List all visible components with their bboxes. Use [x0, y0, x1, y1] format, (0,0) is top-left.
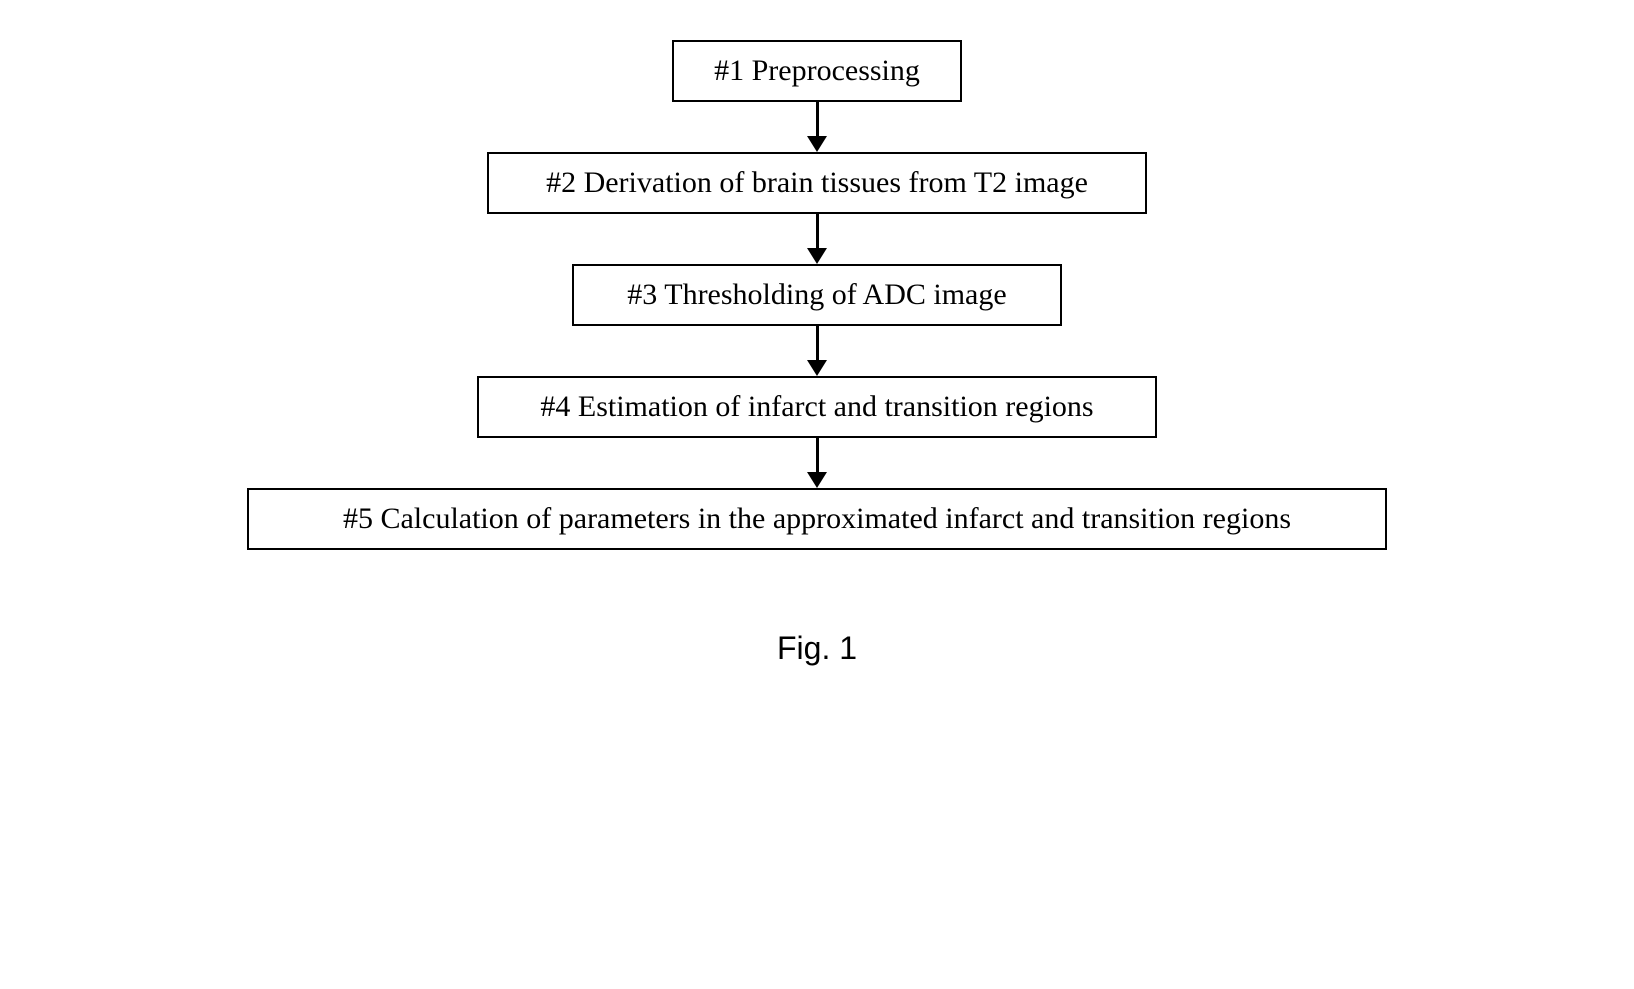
arrow-head-icon — [807, 136, 827, 152]
arrow-line-icon — [816, 438, 819, 472]
flowchart-arrow-3 — [807, 326, 827, 376]
arrow-line-icon — [816, 102, 819, 136]
flowchart-arrow-4 — [807, 438, 827, 488]
flowchart-step-5: #5 Calculation of parameters in the appr… — [247, 488, 1387, 550]
flowchart-step-1-label: #1 Preprocessing — [714, 54, 920, 88]
flowchart-step-2: #2 Derivation of brain tissues from T2 i… — [487, 152, 1147, 214]
arrow-line-icon — [816, 214, 819, 248]
arrow-head-icon — [807, 360, 827, 376]
flowchart-step-3-label: #3 Thresholding of ADC image — [627, 278, 1006, 312]
flowchart-arrow-2 — [807, 214, 827, 264]
flowchart-container: #1 Preprocessing #2 Derivation of brain … — [247, 40, 1387, 550]
flowchart-step-3: #3 Thresholding of ADC image — [572, 264, 1062, 326]
flowchart-step-4: #4 Estimation of infarct and transition … — [477, 376, 1157, 438]
flowchart-step-2-label: #2 Derivation of brain tissues from T2 i… — [546, 166, 1088, 200]
arrow-line-icon — [816, 326, 819, 360]
arrow-head-icon — [807, 248, 827, 264]
flowchart-arrow-1 — [807, 102, 827, 152]
flowchart-step-5-label: #5 Calculation of parameters in the appr… — [343, 502, 1291, 536]
flowchart-step-1: #1 Preprocessing — [672, 40, 962, 102]
arrow-head-icon — [807, 472, 827, 488]
figure-caption: Fig. 1 — [777, 630, 857, 667]
flowchart-step-4-label: #4 Estimation of infarct and transition … — [540, 390, 1093, 424]
